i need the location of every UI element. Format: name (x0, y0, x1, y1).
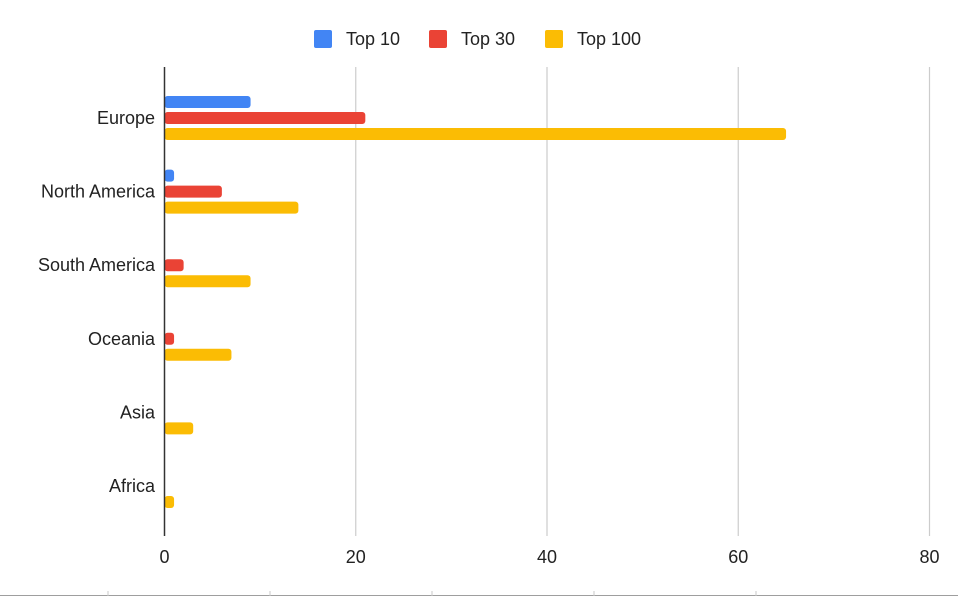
x-tick-label: 20 (346, 547, 366, 567)
bar-top-100[interactable] (164, 496, 175, 508)
x-tick-label: 60 (728, 547, 748, 567)
legend: Top 10 Top 30 Top 100 (314, 29, 641, 49)
bar-top-30[interactable] (164, 185, 222, 198)
category-label: Asia (120, 402, 156, 422)
bar-top-10[interactable] (164, 96, 251, 108)
category-label: Oceania (88, 329, 156, 349)
category-label: Africa (109, 476, 156, 496)
category-label: Europe (97, 108, 155, 128)
legend-item[interactable]: Top 100 (545, 29, 641, 49)
x-tick-label: 40 (537, 547, 557, 567)
bar-top-30[interactable] (164, 332, 175, 345)
bottom-border (0, 591, 958, 596)
legend-label: Top 10 (346, 29, 400, 49)
category-labels: Europe North America South America Oceania A… (38, 108, 156, 496)
legend-label: Top 100 (577, 29, 641, 49)
gridlines (355, 67, 931, 536)
bar-top-100[interactable] (164, 128, 787, 140)
bar-top-10[interactable] (164, 169, 175, 182)
legend-swatch (429, 30, 447, 48)
legend-swatch (545, 30, 563, 48)
bar-top-100[interactable] (164, 422, 194, 435)
bar-top-100[interactable] (164, 275, 251, 288)
category-label: North America (41, 182, 156, 202)
legend-swatch (314, 30, 332, 48)
bar-top-30[interactable] (164, 112, 366, 124)
x-tick-label: 80 (919, 547, 939, 567)
legend-item[interactable]: Top 10 (314, 29, 400, 49)
x-tick-labels: 0 20 40 60 80 (159, 547, 939, 567)
category-label: South America (38, 255, 156, 275)
bar-top-100[interactable] (164, 201, 299, 214)
bars (164, 96, 787, 508)
legend-item[interactable]: Top 30 (429, 29, 515, 49)
bar-top-100[interactable] (164, 348, 232, 361)
legend-label: Top 30 (461, 29, 515, 49)
bar-top-30[interactable] (164, 259, 184, 272)
x-tick-label: 0 (159, 547, 169, 567)
